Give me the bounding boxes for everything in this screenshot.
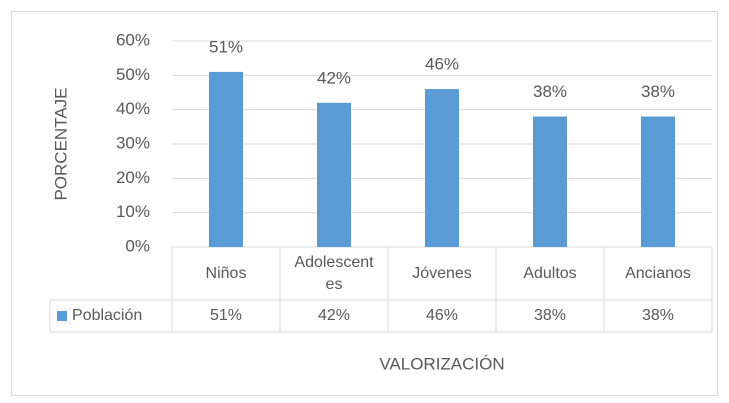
category-cell: Adolescentes xyxy=(294,253,374,293)
table-value: 38% xyxy=(642,307,674,324)
bar xyxy=(425,89,459,247)
category-cell: Adultos xyxy=(523,264,577,282)
table-value: 51% xyxy=(210,307,242,324)
x-tick-label: Ancianos xyxy=(625,264,691,282)
y-tick-label: 60% xyxy=(116,30,150,49)
y-tick-label: 30% xyxy=(116,133,150,152)
bar xyxy=(209,71,243,248)
category-cell: Niños xyxy=(205,264,247,282)
x-axis-title: VALORIZACIÓN xyxy=(379,354,504,373)
y-tick-label: 10% xyxy=(116,202,150,221)
x-tick-label: Niños xyxy=(205,264,247,282)
legend-marker xyxy=(57,311,67,321)
y-tick-label: 0% xyxy=(125,236,150,255)
y-tick-label: 20% xyxy=(116,168,150,187)
table-value: 46% xyxy=(426,307,458,324)
data-label: 38% xyxy=(533,82,567,101)
x-tick-label: Adolescentes xyxy=(294,253,374,293)
x-tick-label: Adultos xyxy=(523,264,577,282)
y-tick-label: 50% xyxy=(116,65,150,84)
data-label: 38% xyxy=(641,82,675,101)
bar xyxy=(641,116,675,248)
x-tick-label: Jóvenes xyxy=(412,264,472,282)
y-tick-label: 40% xyxy=(116,99,150,118)
category-cell: Jóvenes xyxy=(412,264,472,282)
data-label: 42% xyxy=(317,68,351,87)
bar xyxy=(317,102,351,247)
legend-label: Población xyxy=(72,307,142,324)
table-value: 38% xyxy=(534,307,566,324)
y-axis-title: PORCENTAJE xyxy=(51,87,70,200)
table-value: 42% xyxy=(318,307,350,324)
data-label: 46% xyxy=(425,55,459,74)
bar xyxy=(533,116,567,248)
data-label: 51% xyxy=(209,37,243,56)
category-cell: Ancianos xyxy=(625,264,691,282)
